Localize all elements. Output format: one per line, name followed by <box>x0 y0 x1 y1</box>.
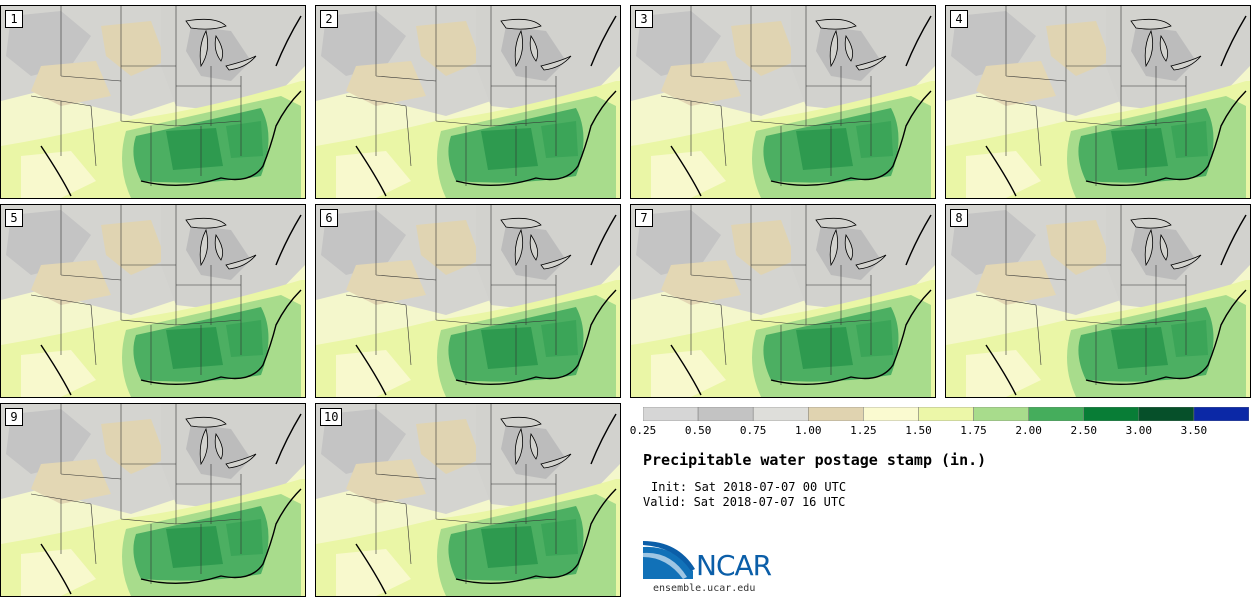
map-panel: 10 <box>315 403 621 597</box>
figure-title: Precipitable water postage stamp (in.) <box>643 451 987 469</box>
color-bar-tick-label: 0.25 <box>629 424 657 437</box>
color-bar-tick-label: 1.75 <box>960 424 987 437</box>
valid-time: Valid: Sat 2018-07-07 16 UTC <box>643 495 846 509</box>
ncar-logo-icon <box>643 541 695 579</box>
color-bar-bin <box>1028 406 1084 422</box>
panel-number: 8 <box>950 209 968 227</box>
color-bar-legend: 0.25 0.50 0.75 1.00 1.25 1.50 1.75 2.00 2.50 3.00… <box>630 406 1250 437</box>
init-time: Init: Sat 2018-07-07 00 UTC <box>651 480 847 494</box>
color-bar-tick-label: 0.75 <box>739 424 767 437</box>
precipitable-water-map <box>631 6 935 198</box>
color-bar <box>642 406 1250 422</box>
map-panel: 8 <box>945 204 1251 398</box>
color-bar-tick-label: 1.25 <box>850 424 877 437</box>
precipitable-water-map <box>316 6 620 198</box>
panel-number: 4 <box>950 10 968 28</box>
color-bar-bin <box>863 406 919 422</box>
color-bar-tick-label: 1.50 <box>905 424 932 437</box>
color-bar-tick-label: 2.50 <box>1070 424 1097 437</box>
color-bar-bin <box>1083 406 1140 422</box>
map-panel: 2 <box>315 5 621 199</box>
precipitable-water-map <box>316 404 620 596</box>
color-bar-tick-label: 2.00 <box>1015 424 1042 437</box>
color-bar-bin <box>697 406 754 422</box>
map-panel: 7 <box>630 204 936 398</box>
precipitable-water-map <box>1 404 305 596</box>
color-bar-bin <box>1138 406 1195 422</box>
precipitable-water-map <box>1 205 305 397</box>
color-bar-tick-label: 3.50 <box>1180 424 1208 437</box>
panel-number: 3 <box>635 10 653 28</box>
map-panel: 1 <box>0 5 306 199</box>
precipitable-water-map <box>946 6 1250 198</box>
precipitable-water-map <box>316 205 620 397</box>
color-bar-bin <box>752 406 809 422</box>
color-bar-bin <box>642 406 699 422</box>
precipitable-water-map <box>946 205 1250 397</box>
panel-number: 10 <box>320 408 343 426</box>
color-bar-tick-label: 0.50 <box>684 424 712 437</box>
ncar-logo-text: NCAR <box>696 549 772 582</box>
map-panel: 4 <box>945 5 1251 199</box>
color-bar-bin <box>808 406 864 422</box>
map-panel: 9 <box>0 403 306 597</box>
precipitable-water-map <box>1 6 305 198</box>
map-panel: 6 <box>315 204 621 398</box>
panel-number: 6 <box>320 209 338 227</box>
panel-number: 1 <box>5 10 23 28</box>
map-panel: 3 <box>630 5 936 199</box>
color-bar-bin <box>918 406 974 422</box>
color-bar-bin <box>1193 406 1250 422</box>
color-bar-tick-label: 1.00 <box>795 424 822 437</box>
logo-url: ensemble.ucar.edu <box>653 583 756 594</box>
map-panel: 5 <box>0 204 306 398</box>
color-bar-bin <box>973 406 1029 422</box>
color-bar-tick-label: 3.00 <box>1125 424 1153 437</box>
precipitable-water-map <box>631 205 935 397</box>
panel-number: 9 <box>5 408 23 426</box>
panel-number: 2 <box>320 10 338 28</box>
panel-number: 5 <box>5 209 23 227</box>
panel-number: 7 <box>635 209 653 227</box>
